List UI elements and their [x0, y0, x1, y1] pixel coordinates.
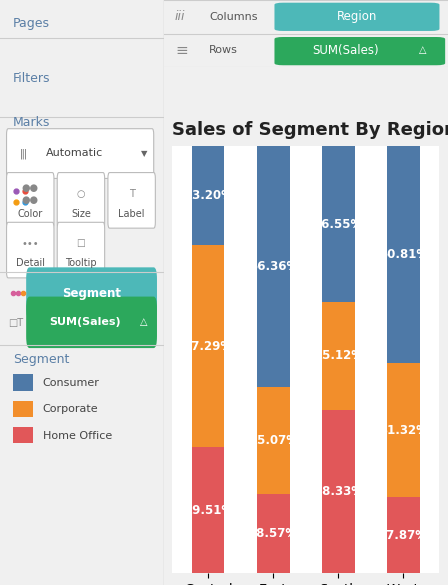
Text: Consumer: Consumer [43, 378, 99, 388]
Bar [387, 497, 419, 573]
Text: □T: □T [8, 318, 23, 328]
Text: Segment: Segment [13, 353, 69, 366]
Text: ☐: ☐ [77, 239, 85, 249]
Bar [257, 146, 289, 387]
Bar [387, 146, 419, 363]
Text: Home Office: Home Office [43, 431, 112, 441]
FancyBboxPatch shape [275, 37, 445, 66]
FancyBboxPatch shape [26, 267, 157, 319]
Text: 31.32%: 31.32% [379, 424, 428, 436]
Text: 56.36%: 56.36% [249, 260, 298, 273]
Text: Detail: Detail [16, 258, 45, 269]
Text: ●●
●●: ●● ●● [22, 183, 39, 205]
Text: T: T [129, 189, 134, 199]
Text: 36.55%: 36.55% [314, 218, 363, 231]
Text: Filters: Filters [13, 73, 51, 85]
FancyBboxPatch shape [7, 129, 154, 178]
Text: Corporate: Corporate [43, 404, 98, 415]
FancyBboxPatch shape [57, 222, 105, 278]
FancyBboxPatch shape [7, 222, 54, 278]
FancyBboxPatch shape [13, 401, 33, 417]
Text: Label: Label [118, 208, 145, 219]
Text: Color: Color [17, 208, 43, 219]
Text: △: △ [140, 317, 148, 328]
Text: Size: Size [71, 208, 91, 219]
Text: ○: ○ [77, 189, 85, 199]
Text: 18.57%: 18.57% [249, 527, 298, 540]
Bar [192, 448, 224, 573]
Text: 25.07%: 25.07% [249, 434, 298, 447]
Bar [192, 245, 224, 448]
Text: Pages: Pages [13, 17, 50, 30]
Text: Marks: Marks [13, 116, 51, 129]
FancyBboxPatch shape [57, 173, 105, 228]
FancyBboxPatch shape [275, 3, 439, 31]
FancyBboxPatch shape [7, 173, 54, 228]
Text: ‖|: ‖| [20, 148, 28, 159]
Text: 23.20%: 23.20% [184, 190, 233, 202]
Text: SUM(Sales): SUM(Sales) [312, 44, 379, 57]
FancyBboxPatch shape [13, 374, 33, 391]
Text: Automatic: Automatic [46, 148, 103, 159]
Text: △: △ [418, 46, 426, 56]
Bar [322, 410, 354, 573]
Text: Sales of Segment By Region: Sales of Segment By Region [172, 121, 448, 139]
FancyBboxPatch shape [13, 427, 33, 443]
Bar [192, 146, 224, 245]
FancyBboxPatch shape [108, 173, 155, 228]
Text: Rows: Rows [209, 46, 238, 56]
Text: Tooltip: Tooltip [65, 258, 97, 269]
Bar [322, 302, 354, 409]
Text: 17.87%: 17.87% [379, 529, 428, 542]
Text: Segment: Segment [62, 287, 121, 300]
Text: 29.51%: 29.51% [184, 504, 233, 517]
Bar [322, 146, 354, 302]
Text: 38.33%: 38.33% [314, 485, 363, 498]
Bar [257, 387, 289, 494]
Bar [257, 494, 289, 573]
Text: ≡: ≡ [175, 43, 188, 58]
Text: 47.29%: 47.29% [184, 340, 233, 353]
Text: •••: ••• [22, 239, 39, 249]
Text: Columns: Columns [209, 12, 258, 22]
Text: SUM(Sales): SUM(Sales) [49, 317, 121, 328]
Text: 25.12%: 25.12% [314, 349, 363, 363]
Text: 50.81%: 50.81% [379, 248, 428, 261]
FancyBboxPatch shape [26, 297, 157, 348]
Text: ▼: ▼ [141, 149, 147, 158]
Text: iii: iii [175, 11, 185, 23]
Bar [387, 363, 419, 497]
Text: Region: Region [337, 11, 377, 23]
